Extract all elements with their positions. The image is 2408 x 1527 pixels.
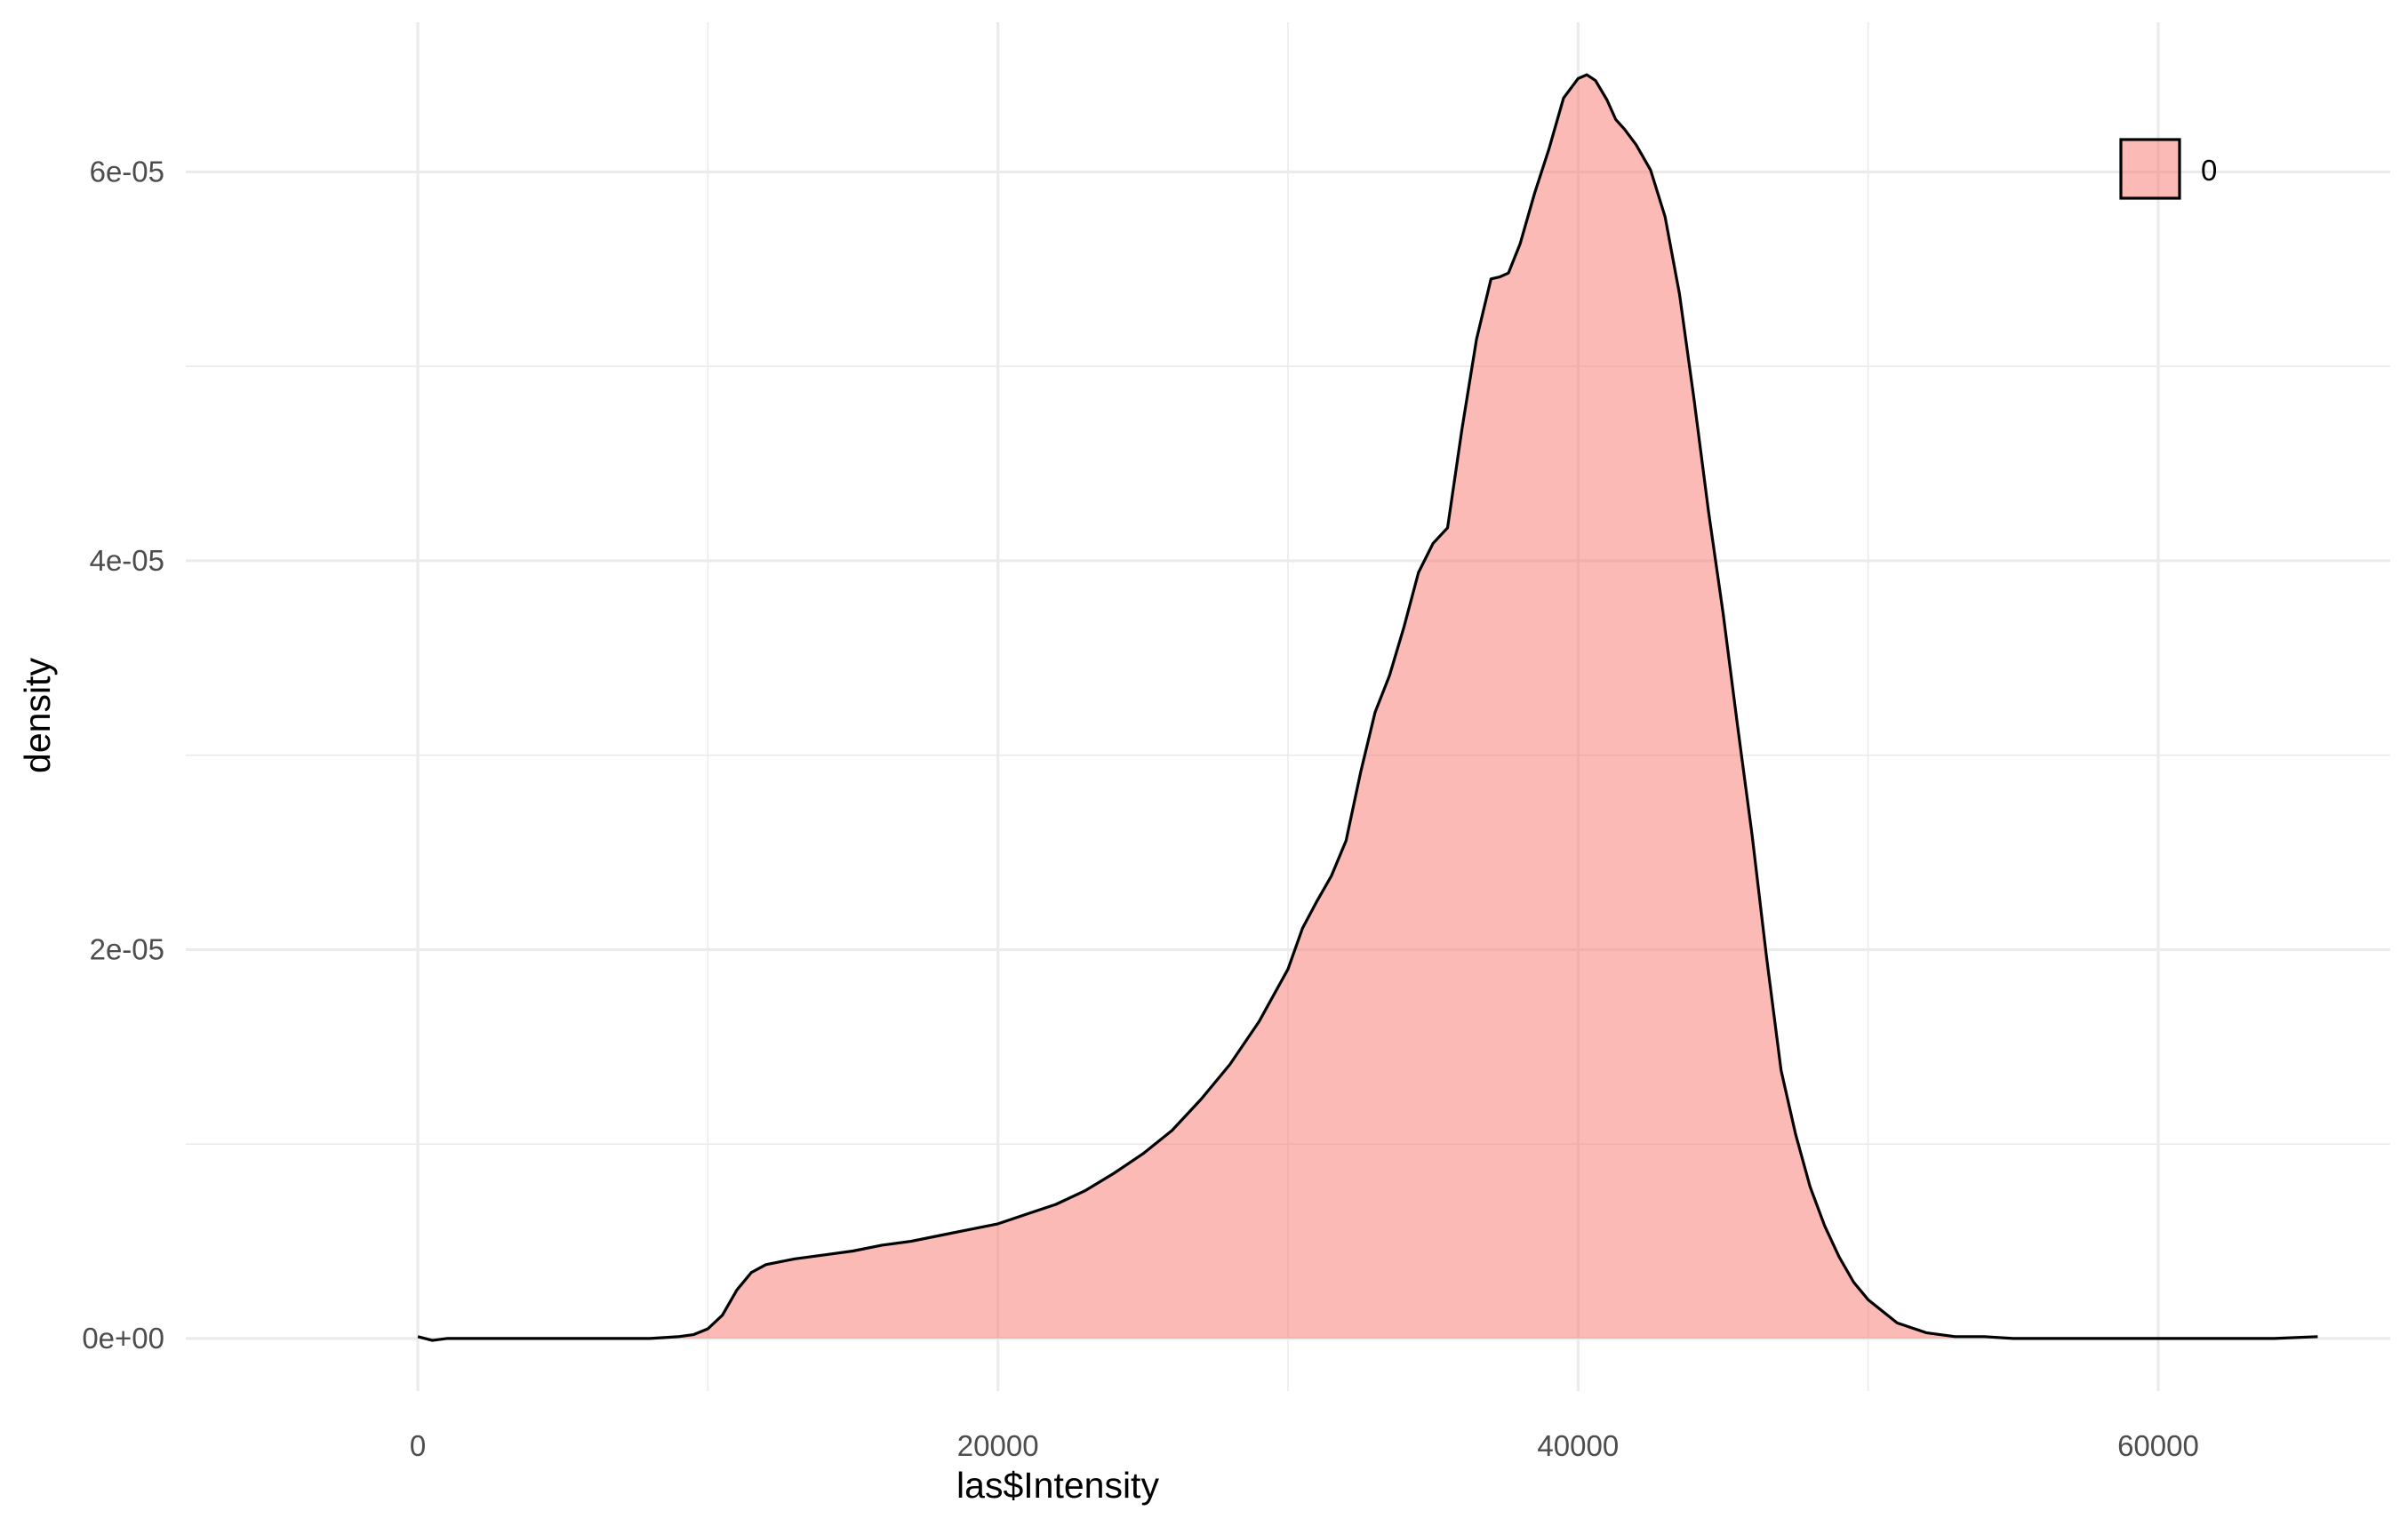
- y-axis-title: density: [17, 658, 58, 773]
- density-line: [417, 73, 2318, 1342]
- x-tick-label: 20000: [957, 1429, 1039, 1462]
- y-tick-label: 4e-05: [90, 544, 164, 577]
- x-axis-title: las$Intensity: [956, 1465, 1159, 1506]
- y-tick-label: 0e+00: [82, 1322, 164, 1355]
- x-tick-label: 60000: [2117, 1429, 2199, 1462]
- legend-key: [2119, 138, 2181, 200]
- density-area: [417, 73, 2318, 1342]
- density-fill: [418, 75, 2318, 1341]
- legend: 0: [2119, 138, 2217, 200]
- x-tick-label: 40000: [1537, 1429, 1619, 1462]
- legend-label-0: 0: [2201, 154, 2217, 187]
- y-tick-label: 2e-05: [90, 932, 164, 965]
- y-tick-label: 6e-05: [90, 155, 164, 188]
- x-tick-label: 0: [410, 1429, 426, 1462]
- tick-labels: 0 20000 40000 60000 0e+00 2e-05 4e-05 6e-05: [82, 155, 2199, 1462]
